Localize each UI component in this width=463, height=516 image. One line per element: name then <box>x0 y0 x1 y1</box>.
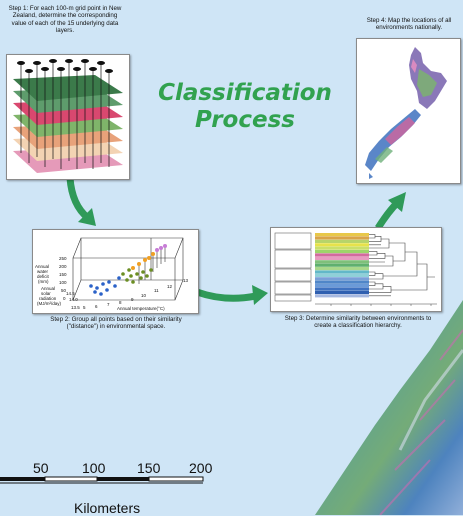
dendrogram-figure <box>274 232 437 306</box>
x-axis-label: Annual temperature(°C) <box>117 306 165 311</box>
x-tick-5: 5 <box>83 305 86 310</box>
scale-unit-label: Kilometers <box>74 500 141 516</box>
y-tick-14-0: 14.0 <box>69 297 78 302</box>
x-tick-7: 7 <box>107 302 110 307</box>
arrow-step3-to-step4 <box>375 192 406 230</box>
x-tick-8: 8 <box>119 300 122 305</box>
step1-caption: Step 1: For each 100-m grid point in New… <box>8 5 122 35</box>
y-label-0: Annual <box>41 286 55 291</box>
arrow-step2-to-step3 <box>195 285 268 305</box>
title-line1: Classification <box>158 80 332 106</box>
x-tick-9: 9 <box>131 297 134 302</box>
z-tick-250: 250 <box>59 256 67 261</box>
y-tick-13-5: 13.5 <box>71 305 80 310</box>
step3-caption: Step 3: Determine similarity between env… <box>284 315 432 330</box>
scale-tick-200: 200 <box>189 460 213 476</box>
y-label-3: (MJ/m²/day) <box>37 301 62 306</box>
arrow-step1-to-step2 <box>66 177 96 226</box>
z-label-0: Annual <box>35 264 49 269</box>
x-tick-10: 10 <box>141 293 147 298</box>
z-tick-200: 200 <box>59 264 67 269</box>
scale-tick-100: 100 <box>82 460 106 476</box>
z-label-1: water <box>37 269 49 274</box>
z-tick-50: 50 <box>61 288 67 293</box>
z-tick-150: 150 <box>59 272 67 277</box>
x-tick-13: 13 <box>183 278 189 283</box>
environment-space-panel: Annual water deficit (mm) 250 200 150 10… <box>32 229 199 314</box>
y-tick-14-5: 14.5 <box>66 291 75 296</box>
step2-caption: Step 2: Group all points based on their … <box>50 316 182 331</box>
x-tick-11: 11 <box>154 288 159 293</box>
data-layers-figure <box>13 59 123 173</box>
y-label-1: solar <box>41 291 51 296</box>
data-layers-panel <box>6 54 130 180</box>
terrain-map <box>315 300 463 515</box>
z-tick-100: 100 <box>59 280 67 285</box>
x-tick-12: 12 <box>167 284 173 289</box>
title-line2: Process <box>195 107 295 133</box>
scale-tick-50: 50 <box>33 460 49 476</box>
scale-tick-150: 150 <box>137 460 161 476</box>
nz-map-panel <box>356 38 461 184</box>
x-tick-6: 6 <box>95 304 98 309</box>
z-label-2: deficit <box>37 274 50 279</box>
y-label-2: radiation <box>39 296 57 301</box>
scatter-3d-figure: Annual water deficit (mm) 250 200 150 10… <box>35 237 189 311</box>
z-label-3: (mm) <box>38 279 49 284</box>
page-title: Classification Process <box>150 80 340 134</box>
scale-bar <box>0 476 204 484</box>
z-tick-0: 0 <box>63 296 66 301</box>
hierarchy-panel <box>270 227 442 312</box>
nz-map-figure <box>365 47 447 179</box>
step4-caption: Step 4: Map the locations of all environ… <box>366 17 452 32</box>
